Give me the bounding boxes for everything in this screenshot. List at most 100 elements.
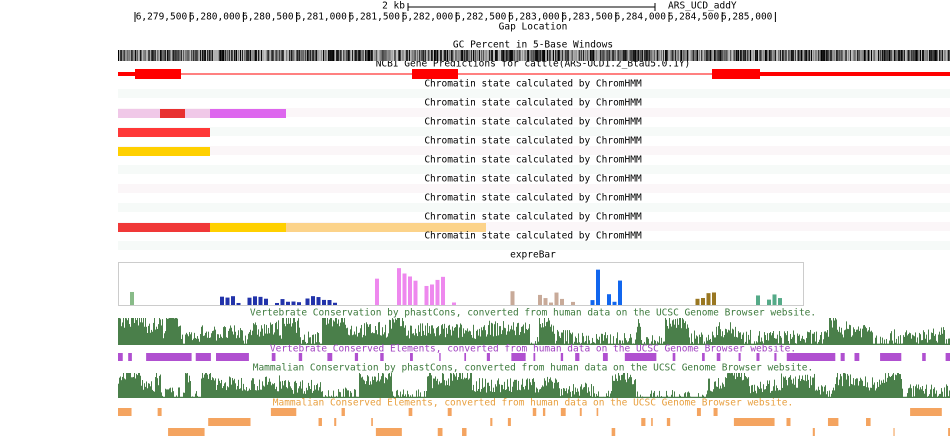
gc-bar xyxy=(924,50,925,61)
conservation-bar xyxy=(138,325,139,345)
conservation-bar xyxy=(626,382,627,398)
conservation-bar xyxy=(586,383,587,398)
gene-exon xyxy=(135,69,181,79)
conservation-bar xyxy=(490,334,491,345)
gc-bar xyxy=(743,50,744,61)
conservation-bar xyxy=(157,378,158,398)
conservation-bar xyxy=(395,396,396,398)
gc-bar xyxy=(632,50,633,61)
gc-bar xyxy=(685,50,686,61)
conservation-bar xyxy=(748,377,749,398)
gc-bar xyxy=(446,50,447,61)
conservation-bar xyxy=(466,330,467,345)
conservation-bar xyxy=(676,396,677,398)
conservation-bar xyxy=(684,323,685,345)
gc-bar xyxy=(901,50,902,61)
conservation-bar xyxy=(304,391,305,398)
gc-bar xyxy=(175,50,176,61)
conservation-bar xyxy=(510,329,511,345)
conservation-bar xyxy=(141,318,142,345)
gc-bar xyxy=(590,50,591,61)
conservation-bar xyxy=(491,322,492,345)
gc-bar xyxy=(562,50,563,61)
gc-bar xyxy=(272,50,273,61)
conservation-bar xyxy=(724,335,725,345)
conservation-bar xyxy=(376,381,377,398)
conservation-bar xyxy=(533,343,534,345)
conservation-bar xyxy=(635,339,636,345)
conservation-bar xyxy=(416,390,417,398)
gc-bar xyxy=(760,50,761,61)
gc-bar xyxy=(372,50,373,61)
gc-bar xyxy=(344,50,345,61)
conservation-bar xyxy=(513,322,514,345)
gc-bar xyxy=(594,50,595,61)
conservation-bar xyxy=(568,389,569,398)
gc-bar xyxy=(235,50,236,61)
conservation-bar xyxy=(321,343,322,345)
conservation-bar xyxy=(598,339,599,345)
conservation-bar xyxy=(119,318,120,345)
conservation-bar xyxy=(690,343,691,345)
gc-bar xyxy=(714,50,715,61)
gc-bar xyxy=(204,50,205,61)
gc-bar xyxy=(709,50,710,61)
conservation-bar xyxy=(888,343,889,345)
conservation-bar xyxy=(532,378,533,398)
conservation-bar xyxy=(707,390,708,398)
conservation-bar xyxy=(910,333,911,345)
gc-bar xyxy=(361,50,362,61)
gc-bar xyxy=(523,50,524,61)
conservation-bar xyxy=(931,384,932,398)
conservation-bar xyxy=(843,337,844,345)
conservation-bar xyxy=(145,386,146,398)
conservation-bar xyxy=(585,382,586,398)
conservation-bar xyxy=(774,337,775,345)
gc-bar xyxy=(555,50,556,61)
conservation-bar xyxy=(304,334,305,345)
gc-bar xyxy=(946,50,947,61)
gc-bar xyxy=(456,50,457,61)
conservation-bar xyxy=(529,324,530,345)
gc-bar xyxy=(241,50,242,61)
conservation-bar xyxy=(131,377,132,398)
expression-bar xyxy=(253,296,257,305)
gc-bar xyxy=(411,50,412,61)
conservation-bar xyxy=(661,337,662,345)
conservation-bar xyxy=(904,396,905,398)
gc-bar xyxy=(918,50,919,61)
conservation-bar xyxy=(738,331,739,345)
conservation-bar xyxy=(608,390,609,398)
conservation-bar xyxy=(705,396,706,398)
conservation-bar xyxy=(735,326,736,345)
gc-bar xyxy=(377,50,378,61)
conservation-bar xyxy=(267,384,268,398)
conservation-bar xyxy=(613,380,614,398)
conservation-bar xyxy=(270,381,271,398)
conservation-bar xyxy=(310,337,311,345)
gc-bar xyxy=(727,50,728,61)
conservation-bar xyxy=(462,336,463,345)
conservation-bar xyxy=(320,343,321,345)
conservation-bar xyxy=(889,340,890,345)
conservation-bar xyxy=(298,318,299,345)
conservation-bar xyxy=(488,382,489,398)
conservation-bar xyxy=(839,379,840,398)
conservation-bar xyxy=(283,385,284,398)
conservation-bar xyxy=(671,394,672,398)
conservation-bar xyxy=(704,341,705,345)
conservation-bar xyxy=(441,325,442,345)
conservation-bar xyxy=(329,396,330,398)
gc-bar xyxy=(781,50,782,61)
gc-bar xyxy=(270,50,271,61)
gc-bar xyxy=(746,50,747,61)
conservation-bar xyxy=(710,338,711,345)
conservation-bar xyxy=(302,380,303,398)
conservation-bar xyxy=(667,395,668,398)
conservation-bar xyxy=(835,384,836,398)
conservation-bar xyxy=(448,325,449,345)
conservation-bar xyxy=(362,337,363,345)
gc-bar xyxy=(427,50,428,61)
gc-bar xyxy=(864,50,865,61)
conservation-bar xyxy=(836,319,837,345)
